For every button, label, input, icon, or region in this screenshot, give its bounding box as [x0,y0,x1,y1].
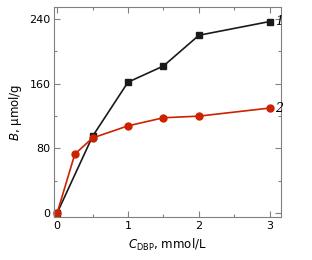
Text: 2: 2 [275,102,284,115]
Y-axis label: $B$, μmol/g: $B$, μmol/g [7,83,24,141]
X-axis label: $C_{\mathrm{DBP}}$, mmol/L: $C_{\mathrm{DBP}}$, mmol/L [128,237,206,253]
Text: 1: 1 [275,15,284,28]
